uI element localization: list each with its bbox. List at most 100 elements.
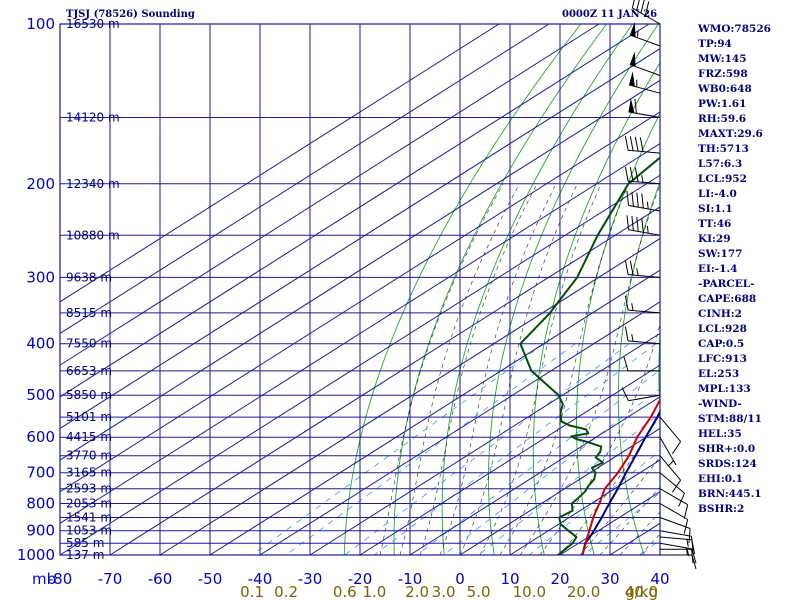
temperature-tick-label: -20 bbox=[348, 570, 373, 588]
wind-barb-staff bbox=[659, 416, 681, 442]
wind-barb bbox=[624, 135, 661, 154]
mixing-ratio-tick-label: 0.1 bbox=[240, 583, 264, 600]
pressure-tick-label: 600 bbox=[26, 428, 55, 446]
wind-barb bbox=[624, 326, 661, 345]
height-label: 3770 m bbox=[66, 449, 112, 463]
sounding-index-item: FRZ:598 bbox=[698, 68, 748, 80]
sounding-index-item: TH:5713 bbox=[698, 143, 749, 155]
wind-barb-half-feather bbox=[636, 30, 639, 38]
temperature-tick-label: 10 bbox=[500, 570, 519, 588]
wind-barb-flag bbox=[629, 51, 636, 67]
dry-adiabat bbox=[441, 24, 633, 555]
sounding-index-item: TT:46 bbox=[698, 218, 732, 230]
wind-barb-staff bbox=[659, 517, 691, 529]
wind-barb-staff bbox=[628, 340, 661, 345]
wind-barb bbox=[659, 530, 694, 551]
isotherm bbox=[59, 111, 661, 493]
height-label: 5850 m bbox=[66, 388, 112, 402]
wind-barb-feather bbox=[623, 356, 629, 372]
wind-barb-half-feather bbox=[668, 460, 674, 467]
wind-barb-half-feather bbox=[686, 539, 689, 547]
height-label: 9638 m bbox=[66, 270, 112, 284]
temperature-tick-label: -40 bbox=[248, 570, 273, 588]
wind-barb-feather bbox=[688, 528, 691, 544]
isotherm bbox=[159, 238, 661, 556]
wind-barb-half-feather bbox=[686, 547, 688, 556]
wind-barb-staff bbox=[659, 542, 692, 550]
pressure-tick-label: 900 bbox=[26, 522, 55, 540]
wind-barb-feather bbox=[639, 137, 644, 152]
isotherm bbox=[259, 301, 661, 556]
wind-barb-half-feather bbox=[646, 225, 649, 234]
sounding-index-item: MAXT:29.6 bbox=[698, 128, 763, 140]
parcel-profile bbox=[581, 409, 660, 555]
mixing-ratio-tick-label: 0.6 bbox=[333, 583, 357, 600]
wind-barb-flag bbox=[629, 71, 635, 87]
sounding-index-item: EL:253 bbox=[698, 368, 740, 380]
mixing-ratio-tick-label: 5.0 bbox=[467, 583, 491, 600]
sounding-index-item: LI:-4.0 bbox=[698, 188, 737, 200]
sounding-index-item: SHR+:0.0 bbox=[698, 443, 756, 455]
height-label: 1053 m bbox=[66, 524, 112, 538]
wind-barb bbox=[659, 472, 685, 507]
sounding-index-item: BSHR:2 bbox=[698, 503, 745, 515]
wind-barb bbox=[660, 554, 697, 570]
wind-barb-feather bbox=[629, 167, 634, 182]
pressure-tick-label: 500 bbox=[26, 386, 55, 404]
height-label: 1541 m bbox=[66, 511, 112, 525]
sounding-index-item: LCL:928 bbox=[698, 323, 747, 335]
wind-barb-feather bbox=[624, 326, 629, 341]
wind-barb-feather bbox=[683, 519, 689, 534]
temperature-tick-label: 40 bbox=[650, 570, 669, 588]
isotherm bbox=[609, 522, 661, 556]
wind-barb bbox=[626, 190, 661, 212]
plot-frame bbox=[59, 23, 661, 556]
mixing-ratio-tick-label: 40.0 bbox=[625, 583, 658, 600]
mixing-ratio-line bbox=[251, 343, 545, 555]
pressure-unit-label: mb bbox=[32, 570, 56, 588]
isotherm bbox=[459, 427, 661, 556]
temperature-profile bbox=[581, 397, 660, 555]
height-label: 12340 m bbox=[66, 177, 120, 191]
isotherm bbox=[309, 333, 661, 556]
height-label: 16530 m bbox=[66, 17, 120, 31]
wind-barb-flag bbox=[629, 21, 636, 38]
isotherm bbox=[59, 23, 600, 366]
wind-barb-feather bbox=[636, 0, 640, 11]
sounding-station-title: TJSJ (78526) Sounding bbox=[66, 9, 195, 20]
sounding-index-item: MPL:133 bbox=[698, 383, 751, 395]
wind-barb-feather bbox=[624, 295, 629, 311]
dewpoint-profile bbox=[519, 156, 660, 555]
mixing-ratio-tick-label: 3.0 bbox=[432, 583, 456, 600]
wind-barb bbox=[659, 503, 689, 534]
moist-adiabat bbox=[519, 184, 660, 555]
wind-barb-half-feather bbox=[636, 268, 639, 276]
wind-barb-staff bbox=[659, 488, 688, 506]
dry-adiabat bbox=[393, 24, 607, 555]
isotherm bbox=[59, 23, 550, 334]
height-label: 585 m bbox=[66, 536, 104, 550]
sounding-index-item: PW:1.61 bbox=[698, 98, 747, 110]
wind-barb-feather bbox=[671, 479, 682, 493]
isotherm bbox=[509, 459, 661, 556]
height-label: 4415 m bbox=[66, 430, 112, 444]
wind-barb-staff bbox=[659, 472, 685, 494]
dry-adiabat bbox=[576, 112, 660, 555]
wind-barb bbox=[629, 51, 661, 76]
isotherm bbox=[59, 79, 661, 461]
pressure-tick-label: 100 bbox=[26, 15, 55, 33]
wind-barb-feather bbox=[624, 135, 629, 151]
wind-barb-staff bbox=[628, 205, 661, 212]
sounding-index-item: L57:6.3 bbox=[698, 158, 743, 170]
wind-barb-half-feather bbox=[641, 175, 644, 183]
wind-barb-staff bbox=[632, 7, 661, 25]
sounding-index-item: WMO:78526 bbox=[698, 23, 771, 35]
wind-barb bbox=[660, 548, 697, 564]
wind-barb-feather bbox=[629, 136, 634, 151]
wind-barb-feather bbox=[641, 193, 644, 209]
moist-adiabat bbox=[579, 456, 660, 555]
sounding-index-item: KI:29 bbox=[698, 233, 731, 245]
wind-barb bbox=[659, 436, 677, 467]
wind-barb bbox=[659, 455, 682, 493]
wind-barb bbox=[621, 387, 661, 402]
